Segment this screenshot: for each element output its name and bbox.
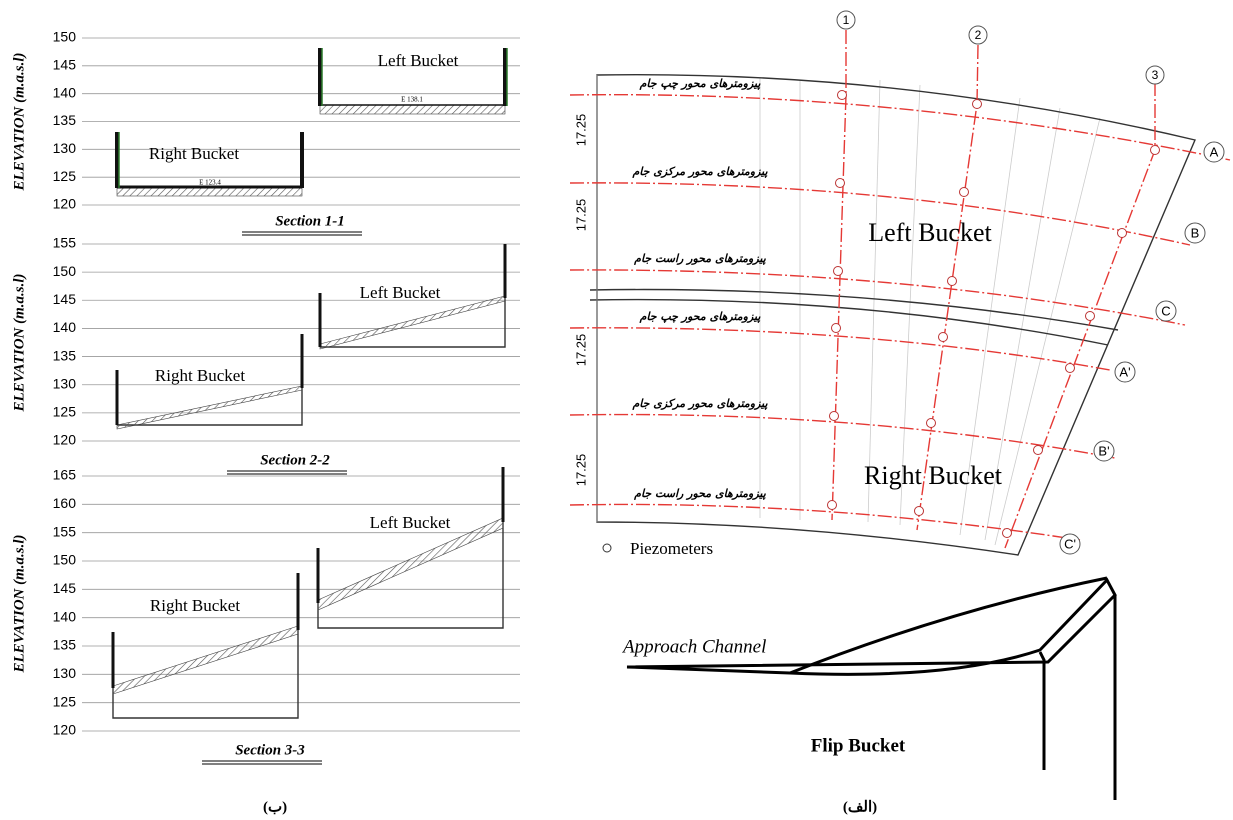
bucket-label: Left Bucket: [378, 51, 459, 70]
level-label: E 138.1: [401, 96, 423, 104]
row-description: پیزومترهای محور مرکزی جام: [631, 397, 768, 410]
sketch-label: Approach Channel: [621, 636, 766, 657]
y-tick-label: 120: [53, 432, 77, 448]
section-title: Section 1-1: [275, 213, 345, 229]
row-label: A: [1210, 144, 1219, 159]
section-title: Section 3-3: [235, 742, 305, 758]
row-description: پیزومترهای محور چپ جام: [639, 77, 762, 90]
y-tick-label: 125: [53, 404, 77, 420]
y-axis-label: ELEVATION (m.a.s.l): [11, 534, 27, 673]
row-description: پیزومترهای محور مرکزی جام: [631, 165, 768, 178]
axis-label: 1: [843, 13, 850, 27]
y-tick-label: 135: [53, 347, 77, 363]
axis-label: 3: [1152, 68, 1159, 82]
plan-view: 1 2 3 A B C A' B' C' پیزومترهای محور چپ جام پیزومت…: [570, 11, 1230, 558]
bucket-label: Right Bucket: [864, 461, 1003, 490]
dimension: 17.25: [573, 199, 588, 232]
y-tick-label: 165: [53, 467, 77, 483]
sketch: [627, 578, 1115, 800]
sketch-label: Flip Bucket: [811, 735, 906, 756]
y-tick-label: 150: [53, 263, 77, 279]
dimension: 17.25: [573, 114, 588, 147]
row-description: پیزومترهای محور راست جام: [633, 487, 767, 500]
y-tick-label: 145: [53, 291, 77, 307]
y-tick-label: 155: [53, 523, 77, 539]
bucket-label: Right Bucket: [155, 366, 245, 385]
row-label: B': [1098, 443, 1109, 458]
row-label: A': [1119, 364, 1130, 379]
y-tick-label: 160: [53, 495, 77, 511]
row-label: C: [1161, 303, 1170, 318]
caption: (ب): [263, 799, 287, 815]
section-title: Section 2-2: [260, 452, 330, 468]
legend-label: Piezometers: [630, 539, 713, 558]
y-tick-label: 120: [53, 722, 77, 738]
y-tick-label: 130: [53, 375, 77, 391]
figure: 120 125 130 135 140 145 150 ELEVATION (m.a.s.l)…: [0, 0, 1233, 820]
bucket-label: Left Bucket: [370, 513, 451, 532]
dimension: 17.25: [573, 454, 588, 487]
y-tick-label: 140: [53, 319, 77, 335]
bucket-label: Right Bucket: [150, 596, 240, 615]
section-1-shapes: [117, 48, 507, 196]
y-tick-label: 150: [53, 552, 77, 568]
y-tick-label: 130: [53, 140, 77, 156]
level-label: E 123.4: [199, 179, 221, 187]
bucket-label: Left Bucket: [360, 283, 441, 302]
y-tick-label: 130: [53, 665, 77, 681]
y-tick-label: 135: [53, 637, 77, 653]
y-tick-label: 125: [53, 693, 77, 709]
y-tick-label: 125: [53, 168, 77, 184]
row-description: پیزومترهای محور راست جام: [633, 252, 767, 265]
caption: (الف): [843, 799, 877, 815]
y-tick-label: 140: [53, 84, 77, 100]
bucket-label: Left Bucket: [868, 218, 992, 247]
dimension: 17.25: [573, 334, 588, 367]
y-tick-label: 135: [53, 112, 77, 128]
y-tick-label: 140: [53, 608, 77, 624]
row-label: C': [1064, 536, 1076, 551]
y-tick-label: 145: [53, 580, 77, 596]
bucket-label: Right Bucket: [149, 144, 239, 163]
y-tick-label: 155: [53, 235, 77, 251]
y-axis-label: ELEVATION (m.a.s.l): [11, 52, 27, 191]
y-tick-label: 150: [53, 29, 77, 45]
y-tick-label: 145: [53, 57, 77, 73]
y-tick-label: 120: [53, 196, 77, 212]
y-axis-label: ELEVATION (m.a.s.l): [11, 273, 27, 412]
row-label: B: [1191, 225, 1200, 240]
row-description: پیزومترهای محور چپ جام: [639, 310, 762, 323]
axis-label: 2: [975, 28, 982, 42]
